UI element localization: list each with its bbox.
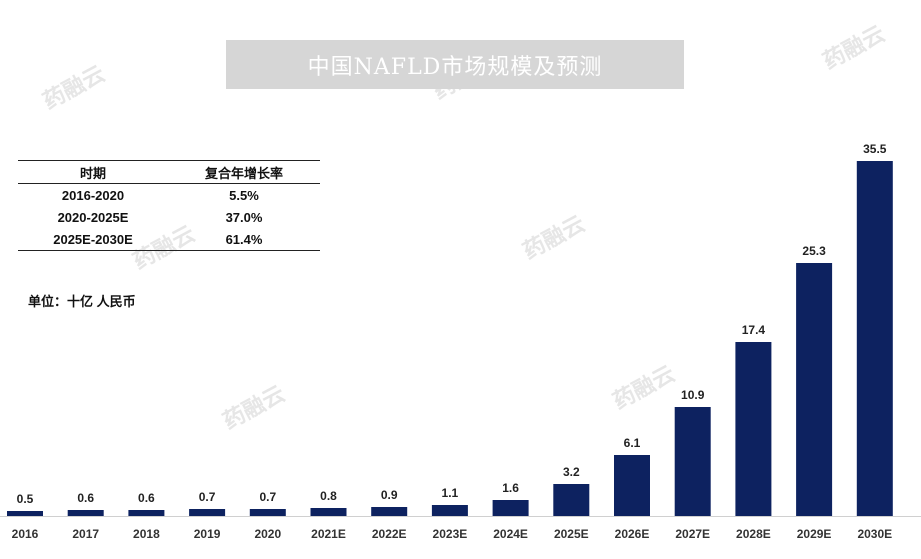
x-tick-label: 2028E	[736, 527, 771, 541]
cagr-period: 2020-2025E	[57, 209, 129, 225]
x-tick-label: 2030E	[857, 527, 892, 541]
bar	[796, 263, 833, 516]
x-tick-label: 2029E	[797, 527, 832, 541]
x-tick-label: 2021E	[311, 527, 346, 541]
unit-label: 单位：十亿 人民币	[28, 294, 136, 309]
cagr-row: 2020-2025E 37.0%	[18, 206, 320, 228]
bar	[189, 509, 226, 516]
data-label: 3.2	[563, 465, 580, 479]
bar	[431, 505, 468, 516]
bar	[856, 161, 893, 516]
cagr-header-period: 时期	[79, 165, 106, 181]
x-tick-label: 2027E	[675, 527, 710, 541]
data-label: 0.9	[381, 488, 398, 502]
cagr-row: 2025E-2030E 61.4%	[18, 228, 320, 251]
data-label: 0.7	[259, 490, 276, 504]
cagr-header-rate: 复合年增长率	[204, 165, 283, 181]
x-tick-label: 2019	[194, 527, 221, 541]
data-label: 1.6	[502, 481, 519, 495]
data-label: 0.5	[17, 492, 34, 506]
data-label: 6.1	[624, 436, 641, 450]
data-label: 0.6	[77, 491, 94, 505]
cagr-rate: 37.0%	[225, 209, 263, 225]
x-tick-label: 2023E	[433, 527, 468, 541]
cagr-period: 2025E-2030E	[53, 231, 133, 247]
data-label: 1.1	[442, 486, 459, 500]
data-label: 25.3	[802, 244, 826, 258]
bar	[553, 484, 590, 516]
x-tick-label: 2026E	[615, 527, 650, 541]
bar	[371, 507, 408, 516]
cagr-rate: 61.4%	[225, 231, 263, 247]
data-label: 0.7	[199, 490, 216, 504]
x-tick-label: 2018	[133, 527, 160, 541]
bar	[128, 510, 165, 516]
chart-title-box: 中国NAFLD市场规模及预测	[226, 40, 684, 89]
cagr-table-header: 时期 复合年增长率	[18, 160, 320, 184]
x-tick-label: 2020	[254, 527, 281, 541]
bar	[67, 510, 104, 516]
x-tick-label: 2025E	[554, 527, 589, 541]
x-tick-label: 2016	[12, 527, 39, 541]
x-tick-label: 2022E	[372, 527, 407, 541]
chart-title: 中国NAFLD市场规模及预测	[307, 54, 603, 80]
data-label: 0.6	[138, 491, 155, 505]
cagr-period: 2016-2020	[61, 187, 125, 203]
x-tick-label: 2024E	[493, 527, 528, 541]
x-tick-label: 2017	[72, 527, 99, 541]
data-label: 10.9	[681, 388, 705, 402]
data-label: 35.5	[863, 142, 887, 156]
cagr-row: 2016-2020 5.5%	[18, 184, 320, 207]
bar	[310, 508, 347, 516]
bar	[614, 455, 650, 516]
bar	[735, 342, 772, 516]
bar	[674, 407, 711, 516]
bar	[249, 509, 286, 516]
data-label: 0.8	[320, 489, 337, 503]
data-label: 17.4	[742, 323, 766, 337]
cagr-rate: 5.5%	[229, 187, 259, 203]
cagr-table: 时期 复合年增长率 2016-2020 5.5% 2020-2025E 37.0…	[18, 160, 320, 251]
bar	[7, 511, 43, 516]
bar	[492, 500, 529, 516]
